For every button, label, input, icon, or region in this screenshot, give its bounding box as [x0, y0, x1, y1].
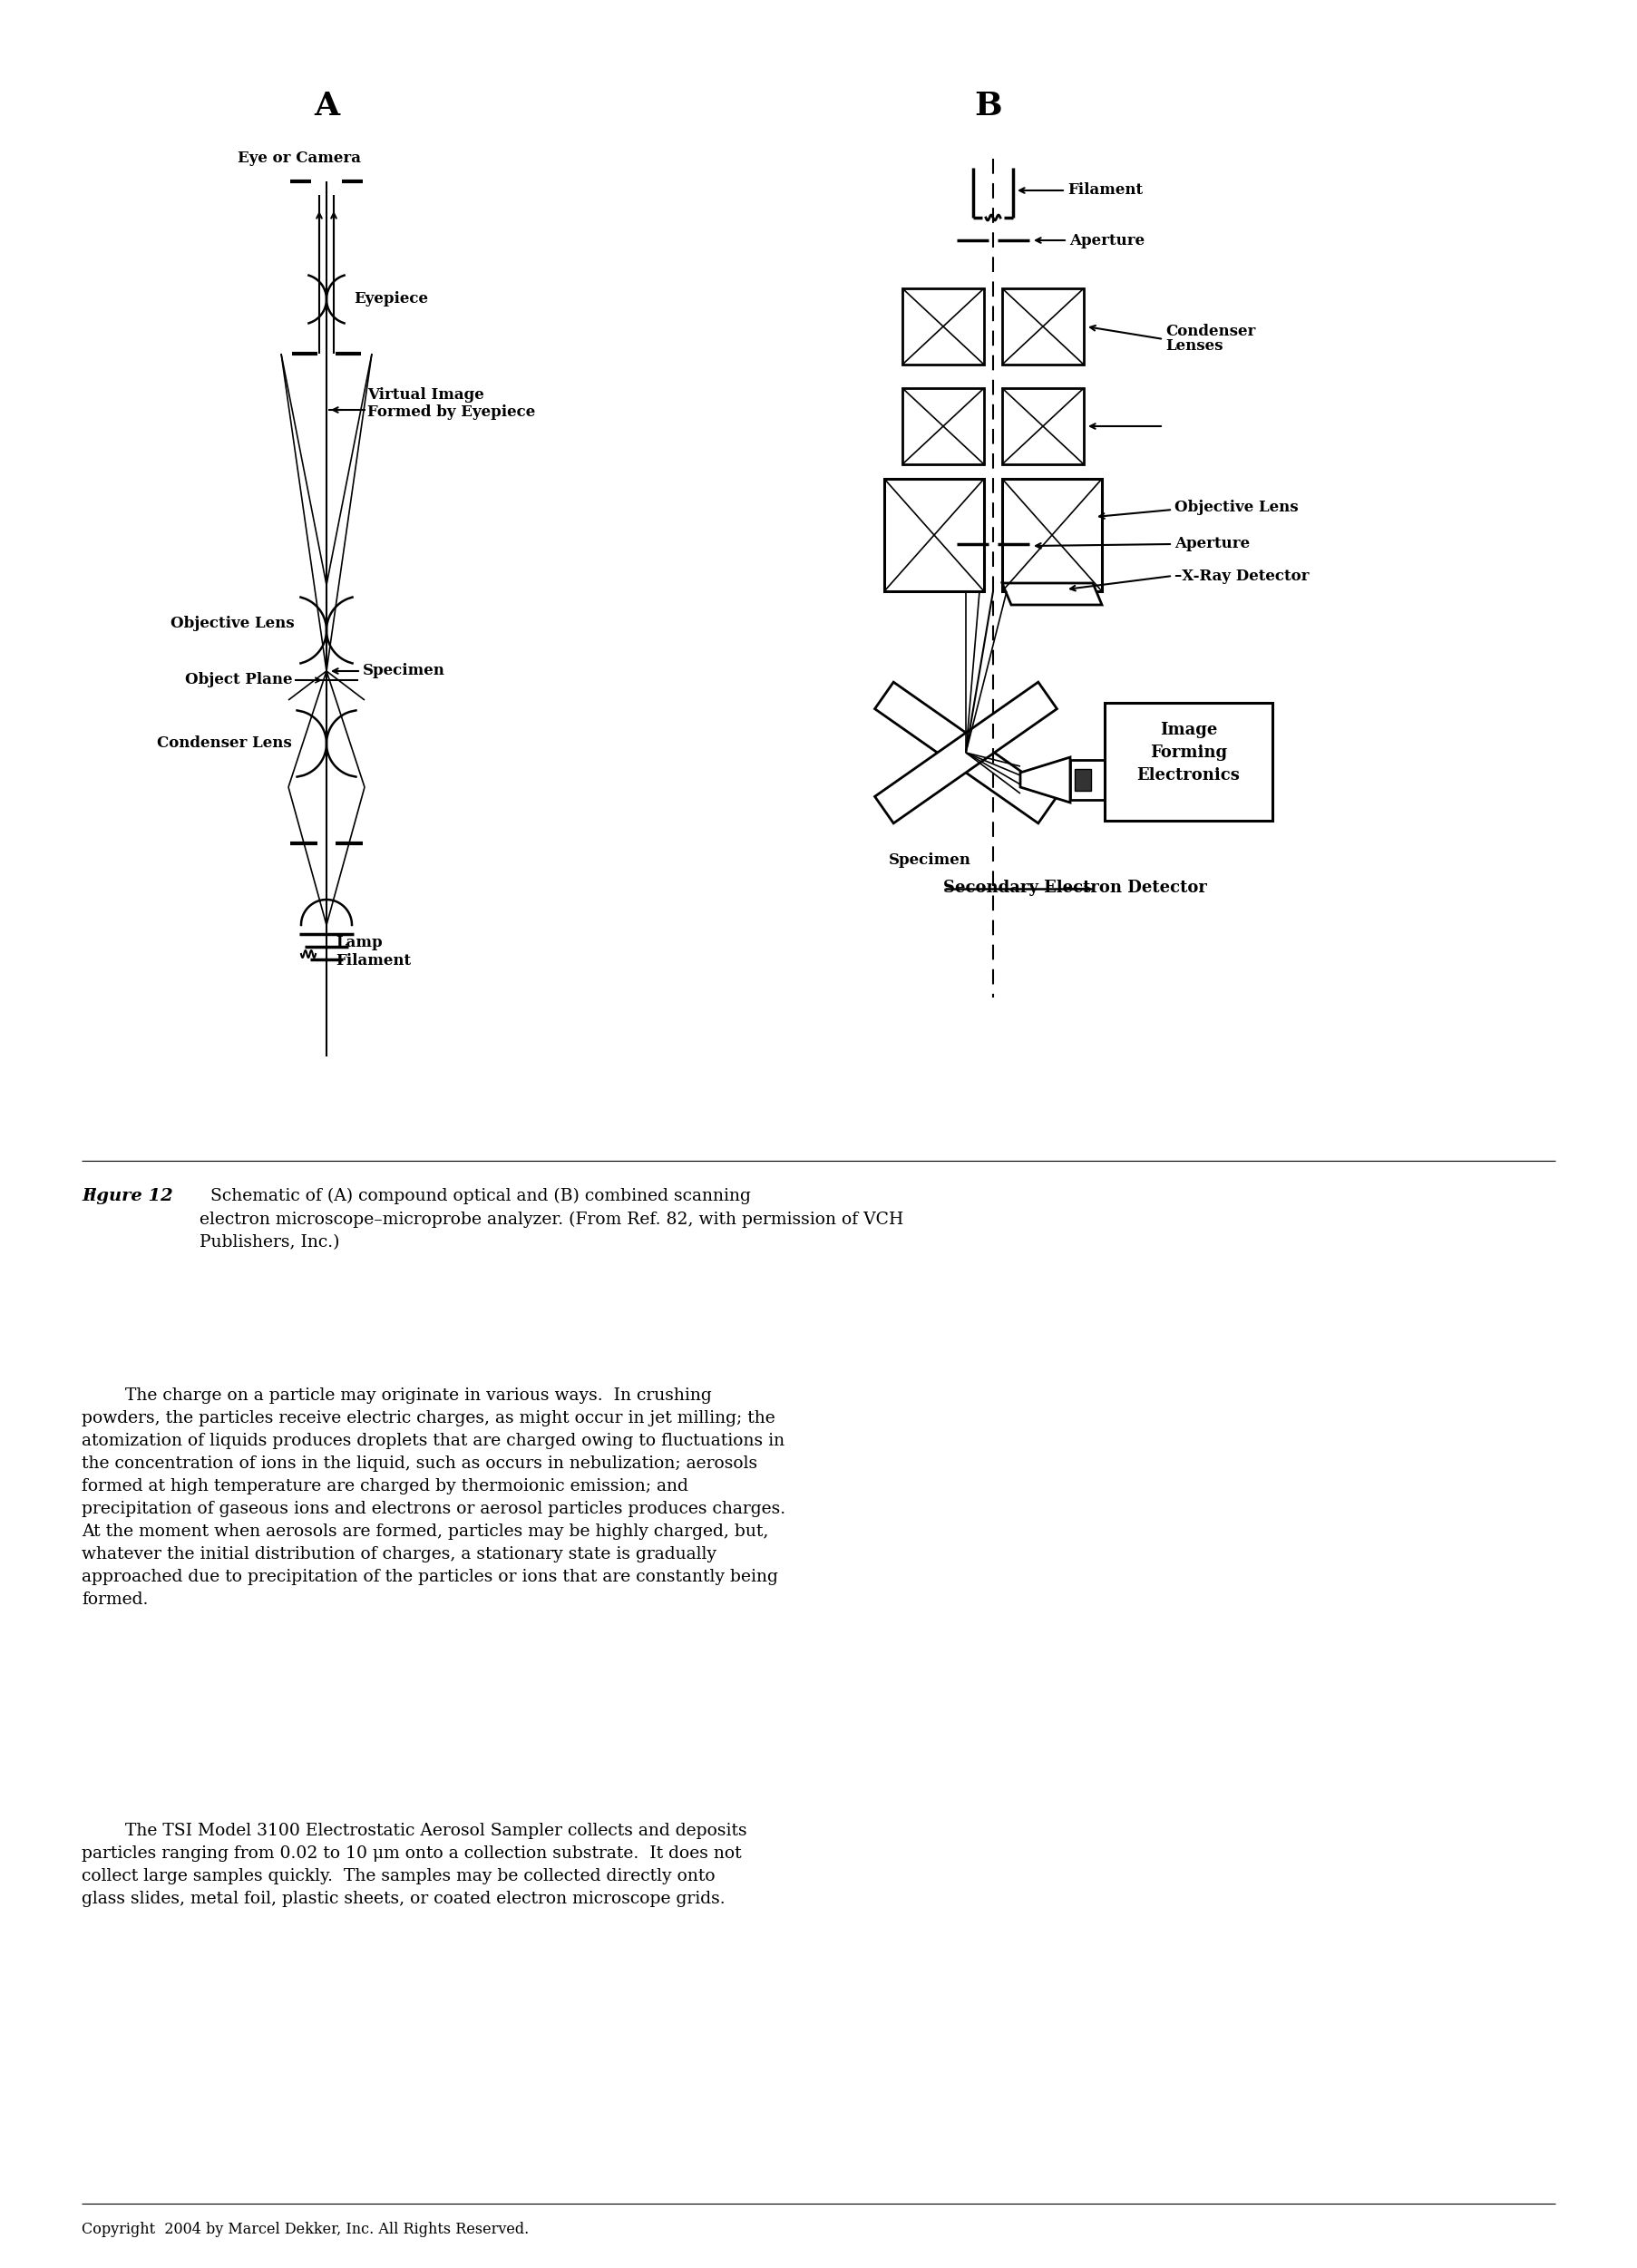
Text: –X-Ray Detector: –X-Ray Detector: [1174, 567, 1310, 583]
Text: Specimen: Specimen: [889, 853, 971, 869]
Bar: [1002, 388, 1084, 465]
Bar: [884, 479, 984, 592]
Text: Copyright  2004 by Marcel Dekker, Inc. All Rights Reserved.: Copyright 2004 by Marcel Dekker, Inc. Al…: [82, 2223, 529, 2236]
Text: Filament: Filament: [1067, 184, 1143, 197]
Polygon shape: [1002, 583, 1102, 606]
Text: Condenser Lens: Condenser Lens: [157, 735, 291, 751]
Text: Object Plane: Object Plane: [185, 671, 291, 687]
Text: Aperture: Aperture: [1069, 234, 1144, 247]
Text: Secondary Electron Detector: Secondary Electron Detector: [943, 880, 1206, 896]
Polygon shape: [1020, 758, 1071, 803]
Bar: [1071, 760, 1105, 801]
Bar: [1076, 769, 1090, 792]
Text: Aperture: Aperture: [1174, 538, 1251, 551]
Text: A: A: [314, 91, 339, 122]
Text: Eyepiece: Eyepiece: [354, 293, 427, 306]
Polygon shape: [874, 683, 1058, 823]
Polygon shape: [874, 683, 1058, 823]
Text: The charge on a particle may originate in various ways.  In crushing
powders, th: The charge on a particle may originate i…: [82, 1388, 786, 1608]
Text: Objective Lens: Objective Lens: [170, 615, 295, 631]
Text: Condenser: Condenser: [1166, 324, 1256, 338]
Bar: [902, 388, 984, 465]
Text: Virtual Image
Formed by Eyepiece: Virtual Image Formed by Eyepiece: [367, 388, 535, 420]
Bar: [1002, 288, 1084, 365]
Text: Forming: Forming: [1149, 744, 1228, 760]
Text: Lamp: Lamp: [336, 934, 383, 950]
Text: Electronics: Electronics: [1136, 767, 1241, 782]
Bar: [1105, 703, 1272, 821]
Text: F: F: [82, 1188, 95, 1204]
Bar: [902, 288, 984, 365]
Text: igure 12: igure 12: [90, 1188, 174, 1204]
Bar: [1002, 479, 1102, 592]
Text: Objective Lens: Objective Lens: [1174, 501, 1298, 515]
Text: Eye or Camera: Eye or Camera: [237, 150, 360, 166]
Text: Schematic of (A) compound optical and (B) combined scanning
electron microscope–: Schematic of (A) compound optical and (B…: [200, 1188, 904, 1250]
Text: Image: Image: [1159, 721, 1218, 737]
Text: Specimen: Specimen: [363, 662, 445, 678]
Text: B: B: [974, 91, 1002, 122]
Text: The TSI Model 3100 Electrostatic Aerosol Sampler collects and deposits
particles: The TSI Model 3100 Electrostatic Aerosol…: [82, 1823, 746, 1907]
Text: Filament: Filament: [336, 953, 411, 968]
Text: Lenses: Lenses: [1166, 338, 1223, 354]
